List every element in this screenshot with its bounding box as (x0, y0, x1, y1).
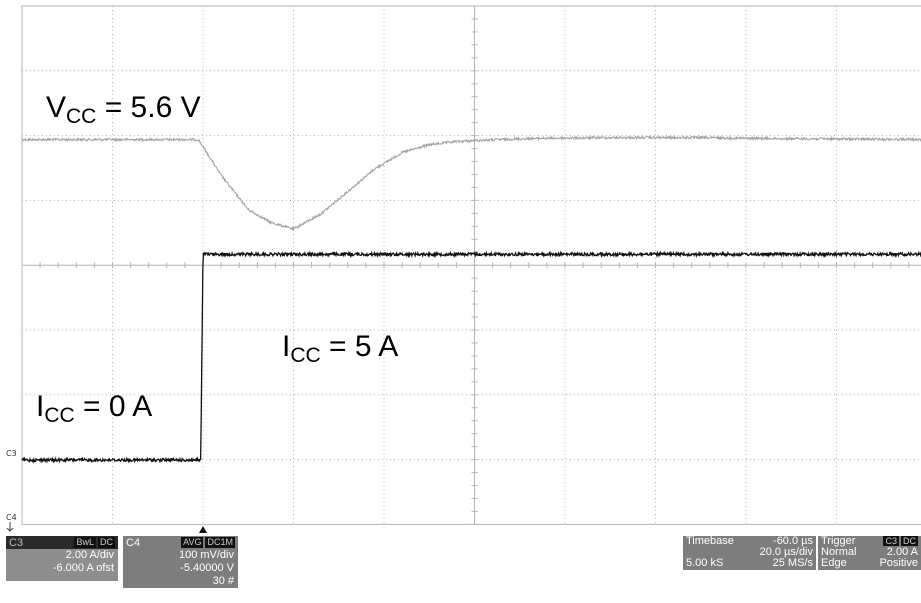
annotation-icc-5a-sub: CC (290, 344, 320, 367)
annotation-vcc-sub: CC (66, 105, 96, 128)
trigger-type: Edge (821, 557, 847, 569)
timebase-label: Timebase (686, 535, 734, 547)
timebase-rate: 25 MS/s (772, 557, 813, 569)
annotation-vcc-main: V (46, 91, 66, 124)
c4-average-tag: AVG (181, 537, 204, 548)
trigger-position-icon (199, 526, 207, 533)
trigger-source-tag: C3 (883, 536, 899, 546)
trigger-coupling-tag: DC (901, 536, 918, 546)
annotation-vcc-rest: = 5.6 V (96, 91, 200, 124)
annotation-icc-0a-main: I (36, 390, 44, 423)
annotation-icc-0a-rest: = 0 A (75, 390, 153, 423)
timebase-samples: 5.00 kS (686, 557, 724, 569)
graticule-border (21, 5, 921, 525)
annotation-icc-0a-sub: CC (44, 404, 74, 427)
c3-channel-panel[interactable]: C3 BwL DC 2.00 A/div -6.000 A ofst (6, 536, 118, 581)
c3-coupling-tag: DC (98, 537, 115, 548)
c4-scale: 100 mV/div (178, 549, 234, 561)
c3-panel-name: C3 (9, 536, 24, 549)
c4-channel-panel[interactable]: C4 AVG DC1M 100 mV/div -5.40000 V 30 # (123, 536, 238, 588)
series-line-icc (21, 250, 921, 464)
annotation-icc-0a: ICC = 0 A (36, 390, 152, 427)
c4-offset: -5.40000 V (180, 562, 234, 574)
c4-panel-name: C4 (126, 536, 141, 549)
annotation-icc-5a-main: I (282, 330, 290, 363)
graticule (21, 5, 921, 525)
c4-sweep-count: 30 # (212, 575, 234, 587)
c3-scale: 2.00 A/div (65, 549, 114, 561)
c3-bandwidth-tag: BwL (74, 537, 96, 548)
trigger-panel[interactable]: Trigger C3 DC Normal 2.00 A Edge Positive (818, 536, 921, 570)
annotation-icc-5a: ICC = 5 A (282, 330, 398, 367)
annotation-icc-5a-rest: = 5 A (321, 330, 399, 363)
series-line-vcc (21, 134, 921, 232)
c4-panel-header: C4 AVG DC1M (123, 536, 238, 549)
annotation-vcc: VCC = 5.6 V (46, 91, 201, 128)
timebase-sampling-row: 5.00 kS 25 MS/s (683, 558, 816, 569)
timebase-delay: -60.0 µs (773, 535, 813, 547)
annotations: VCC = 5.6 V ICC = 5 A ICC = 0 A (36, 91, 398, 427)
trigger-type-row: Edge Positive (818, 558, 921, 569)
channel-markers: C3 C4 (6, 449, 207, 533)
c4-ground-arrow-icon (6, 522, 14, 532)
timebase-header: Timebase -60.0 µs (683, 536, 816, 547)
traces (21, 134, 921, 464)
timebase-scale: 20.0 µs/div (759, 546, 813, 558)
c3-panel-header: C3 BwL DC (6, 536, 118, 549)
trigger-level: 2.00 A (886, 546, 918, 558)
c4-coupling-tag: DC1M (205, 537, 235, 548)
timebase-scale-row: 20.0 µs/div (683, 547, 816, 558)
trigger-mode: Normal (821, 546, 857, 558)
trigger-slope: Positive (879, 557, 918, 569)
c4-ground-marker-label: C4 (6, 513, 17, 522)
timebase-panel[interactable]: Timebase -60.0 µs 20.0 µs/div 5.00 kS 25… (683, 536, 816, 570)
trigger-mode-row: Normal 2.00 A (818, 547, 921, 558)
c3-ground-marker-label: C3 (6, 449, 17, 458)
trigger-label: Trigger (821, 536, 856, 547)
c3-offset: -6.000 A ofst (52, 562, 114, 574)
trigger-header: Trigger C3 DC (818, 536, 921, 547)
